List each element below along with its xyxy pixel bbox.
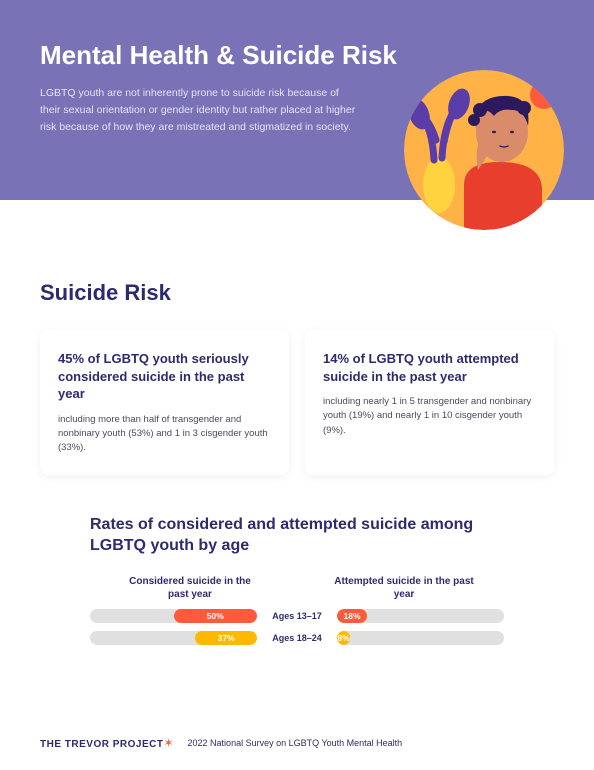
chart-title: Rates of considered and attempted suicid… (90, 515, 504, 557)
stat-detail: including more than half of transgender … (58, 413, 271, 456)
age-label: Ages 13–17 (267, 611, 327, 621)
age-row: 50% Ages 13–17 18% (90, 609, 504, 623)
stat-detail: including nearly 1 in 5 transgender and … (323, 395, 536, 438)
hero-banner: Mental Health & Suicide Risk LGBTQ youth… (0, 0, 594, 200)
footer-survey: 2022 National Survey on LGBTQ Youth Ment… (188, 738, 403, 748)
stat-cards: 45% of LGBTQ youth seriously considered … (40, 330, 554, 475)
stat-card-considered: 45% of LGBTQ youth seriously considered … (40, 330, 289, 475)
chart-sub-labels: Considered suicide in the past year Atte… (90, 575, 504, 601)
considered-bar: 50% (90, 609, 257, 623)
attempted-bar: 18% (337, 609, 504, 623)
hero-title: Mental Health & Suicide Risk (40, 40, 554, 71)
age-chart: Rates of considered and attempted suicid… (40, 515, 554, 645)
stat-card-attempted: 14% of LGBTQ youth attempted suicide in … (305, 330, 554, 475)
chart-left-label: Considered suicide in the past year (120, 575, 260, 601)
age-row: 37% Ages 18–24 8% (90, 631, 504, 645)
footer: THE TREVOR PROJECT✶ 2022 National Survey… (40, 734, 554, 752)
considered-value: 37% (218, 633, 235, 643)
age-label: Ages 18–24 (267, 633, 327, 643)
hero-illustration (404, 70, 564, 230)
stat-headline: 14% of LGBTQ youth attempted suicide in … (323, 350, 536, 385)
chart-right-label: Attempted suicide in the past year (334, 575, 474, 601)
considered-value: 50% (207, 611, 224, 621)
footer-brand: THE TREVOR PROJECT✶ (40, 734, 174, 752)
star-icon: ✶ (163, 736, 173, 750)
attempted-value: 18% (344, 611, 361, 621)
section-title: Suicide Risk (40, 280, 554, 306)
suicide-risk-section: Suicide Risk 45% of LGBTQ youth seriousl… (0, 200, 594, 673)
considered-bar: 37% (90, 631, 257, 645)
attempted-bar: 8% (337, 631, 504, 645)
stat-headline: 45% of LGBTQ youth seriously considered … (58, 350, 271, 403)
attempted-value: 8% (338, 633, 350, 643)
hero-intro: LGBTQ youth are not inherently prone to … (40, 85, 360, 135)
